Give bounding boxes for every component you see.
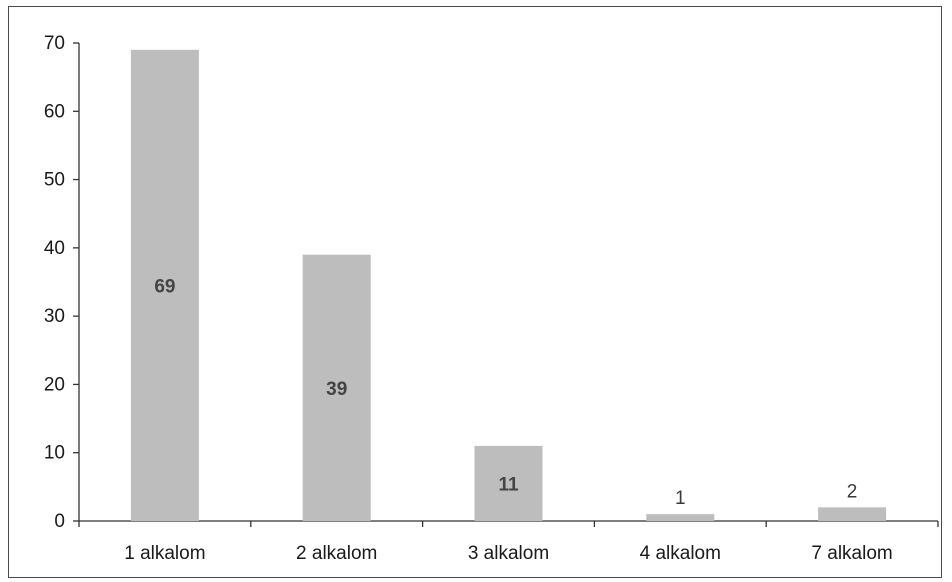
bar xyxy=(818,507,887,521)
y-axis: 0 10 20 30 40 50 60 70 xyxy=(44,33,80,532)
x-tick-label: 1 alkalom xyxy=(124,543,205,564)
bars xyxy=(130,49,887,521)
x-tick-label: 7 alkalom xyxy=(811,543,892,564)
bar xyxy=(302,254,371,521)
y-tick-label: 30 xyxy=(44,306,65,327)
y-tick-label: 20 xyxy=(44,374,65,395)
y-tick-label: 50 xyxy=(44,170,65,191)
y-tick-label: 10 xyxy=(44,443,65,464)
y-tick-label: 60 xyxy=(44,101,65,122)
y-tick-label: 70 xyxy=(44,33,65,54)
data-label: 1 xyxy=(675,488,686,509)
y-tick-label: 0 xyxy=(54,511,65,532)
bar xyxy=(474,445,543,521)
data-label: 39 xyxy=(326,379,347,400)
x-axis: 1 alkalom 2 alkalom 3 alkalom 4 alkalom 7 al… xyxy=(78,520,939,564)
bar xyxy=(130,49,199,521)
x-tick-label: 4 alkalom xyxy=(640,543,721,564)
data-label: 69 xyxy=(154,276,175,297)
y-tick-label: 40 xyxy=(44,238,65,259)
data-label: 2 xyxy=(847,481,858,502)
bar xyxy=(646,514,715,521)
x-tick-label: 2 alkalom xyxy=(296,543,377,564)
data-label: 11 xyxy=(498,474,519,495)
x-tick-label: 3 alkalom xyxy=(468,543,549,564)
